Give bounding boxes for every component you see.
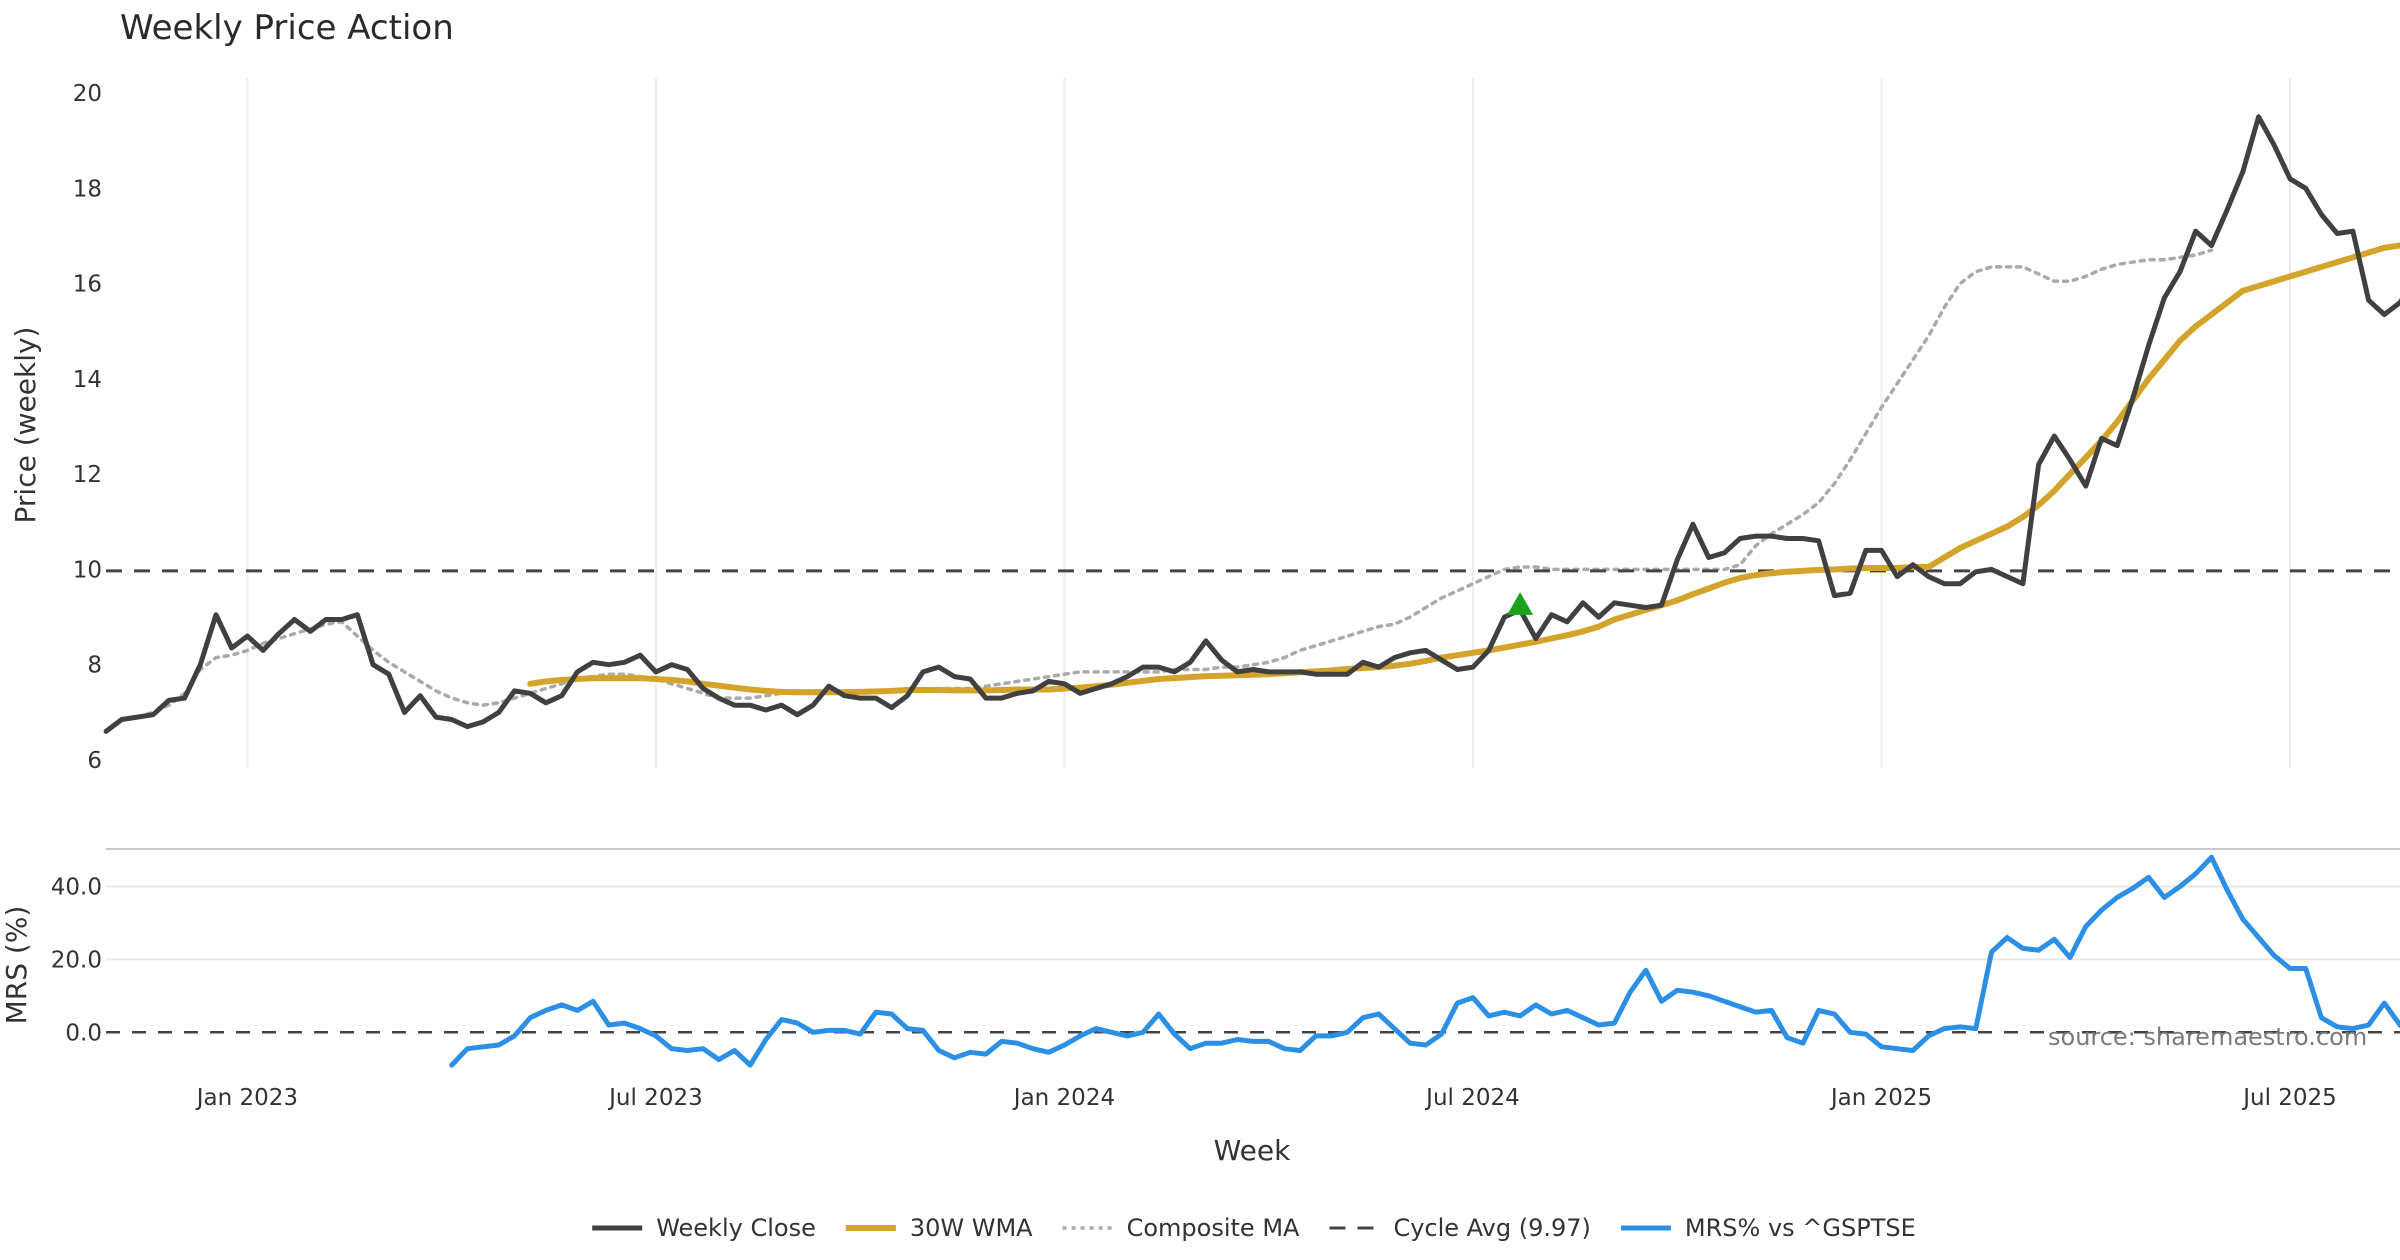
x-tick-jul-2025: Jul 2025 xyxy=(2241,1085,2337,1111)
mrs-gridlines xyxy=(106,885,2400,1034)
price-y-tick-20: 20 xyxy=(73,81,102,107)
price-y-ticks: 6 8 10 12 14 16 18 20 xyxy=(73,81,102,774)
mrs-series xyxy=(449,854,2400,1068)
price-y-tick-16: 16 xyxy=(73,272,102,298)
mrs-y-ticks: 0.0 20.0 40.0 xyxy=(51,874,102,1046)
price-y-tick-12: 12 xyxy=(73,462,102,488)
mrs-y-tick-40.0: 40.0 xyxy=(51,874,102,900)
x-axis-ticks: Jan 2023 Jul 2023 Jan 2024 Jul 2024 Jan 2025… xyxy=(195,1085,2337,1111)
legend-label-1: 30W WMA xyxy=(910,1214,1033,1242)
legend-label-2: Composite MA xyxy=(1127,1214,1300,1242)
legend-label-3: Cycle Avg (9.97) xyxy=(1393,1214,1590,1242)
price-series xyxy=(103,114,2400,734)
mrs-y-tick-20.0: 20.0 xyxy=(51,947,102,973)
legend-label-4: MRS% vs ^GSPTSE xyxy=(1685,1214,1916,1242)
legend-label-0: Weekly Close xyxy=(656,1214,816,1242)
x-tick-jan-2023: Jan 2023 xyxy=(195,1085,298,1111)
mrs-y-axis-label: MRS (%) xyxy=(0,906,33,1025)
x-tick-jul-2024: Jul 2024 xyxy=(1424,1085,1520,1111)
x-tick-jan-2025: Jan 2025 xyxy=(1829,1085,1932,1111)
price-y-axis-label: Price (weekly) xyxy=(9,327,42,524)
mrs-y-tick-0.0: 0.0 xyxy=(65,1020,102,1046)
signal-marker-0 xyxy=(1507,592,1534,615)
x-tick-jan-2024: Jan 2024 xyxy=(1012,1085,1115,1111)
legend: Weekly Close 30W WMA Composite MA Cycle Avg… xyxy=(592,1214,1916,1242)
series-mrs xyxy=(449,854,2400,1068)
mrs-panel: 0.0 20.0 40.0 MRS (%) source: sharemaestro… xyxy=(0,854,2400,1068)
source-note: source: sharemaestro.com xyxy=(2048,1023,2367,1051)
price-panel: 6 8 10 12 14 16 18 20 Price (weekly) xyxy=(9,78,2400,774)
price-y-tick-6: 6 xyxy=(87,748,102,774)
price-markers xyxy=(1507,592,1534,615)
price-y-tick-8: 8 xyxy=(87,653,102,679)
series-weekly-close xyxy=(103,114,2400,734)
x-axis-label: Week xyxy=(1214,1134,1291,1167)
chart-title: Weekly Price Action xyxy=(120,8,454,48)
price-gridlines xyxy=(246,78,2292,768)
price-y-tick-14: 14 xyxy=(73,367,102,393)
price-y-tick-18: 18 xyxy=(73,176,102,202)
x-tick-jul-2023: Jul 2023 xyxy=(607,1085,703,1111)
price-y-tick-10: 10 xyxy=(73,557,102,583)
